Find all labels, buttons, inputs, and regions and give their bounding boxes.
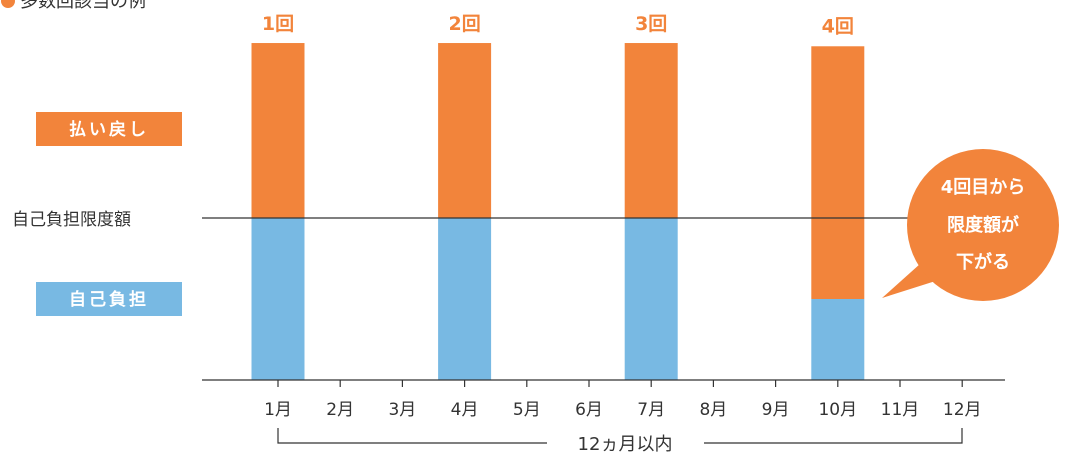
self-pay-legend-box — [36, 282, 182, 316]
callout-line-3: 下がる — [956, 251, 1010, 273]
bar-self-pay — [624, 218, 678, 380]
x-tick-label: 12月 — [943, 400, 982, 420]
callout-circle — [907, 149, 1059, 301]
refund-legend-box — [36, 112, 182, 146]
x-tick-label: 6月 — [575, 400, 603, 420]
x-tick-label: 2月 — [326, 400, 354, 420]
bar-count-label: 2回 — [448, 13, 480, 35]
bar-refund — [624, 43, 678, 218]
period-bracket: 12ヵ月以内 — [277, 428, 963, 455]
bar-refund — [811, 46, 865, 299]
bars-group: 1回 2回 3回 4回 — [251, 13, 865, 380]
x-tick-label: 4月 — [451, 400, 479, 420]
x-tick-label: 7月 — [637, 400, 665, 420]
period-bracket-left — [277, 428, 547, 444]
self-pay-legend-label: 自己負担 — [69, 289, 149, 310]
bar-refund — [251, 43, 305, 218]
bar-self-pay — [811, 299, 865, 380]
callout-line-2: 限度額が — [947, 214, 1019, 236]
heading-bullet-icon — [1, 0, 15, 8]
period-bracket-right — [704, 428, 963, 444]
bar-self-pay — [438, 218, 492, 380]
x-ticks-group: 1月 2月 3月 4月 5月 6月 7月 8月 9月 10月 11月 12月 — [264, 380, 982, 420]
x-tick-label: 8月 — [699, 400, 727, 420]
x-tick-label: 9月 — [762, 400, 790, 420]
x-tick-label: 1月 — [264, 400, 292, 420]
callout-bubble: 4回目から 限度額が 下がる — [882, 149, 1059, 301]
bar-count-label: 1回 — [262, 13, 294, 35]
refund-legend-label: 払い戻し — [69, 119, 149, 140]
x-tick-label: 5月 — [513, 400, 541, 420]
period-label: 12ヵ月以内 — [578, 434, 673, 455]
bar-self-pay — [251, 218, 305, 380]
x-tick-label: 11月 — [881, 400, 920, 420]
x-tick-label: 3月 — [388, 400, 416, 420]
heading-text: 多数回該当の例 — [20, 0, 146, 12]
bar-count-label: 3回 — [635, 13, 667, 35]
callout-line-1: 4回目から — [941, 177, 1026, 198]
x-tick-label: 10月 — [818, 400, 857, 420]
bar-refund — [438, 43, 492, 218]
limit-line-label: 自己負担限度額 — [12, 210, 131, 230]
bar-count-label: 4回 — [822, 15, 854, 37]
